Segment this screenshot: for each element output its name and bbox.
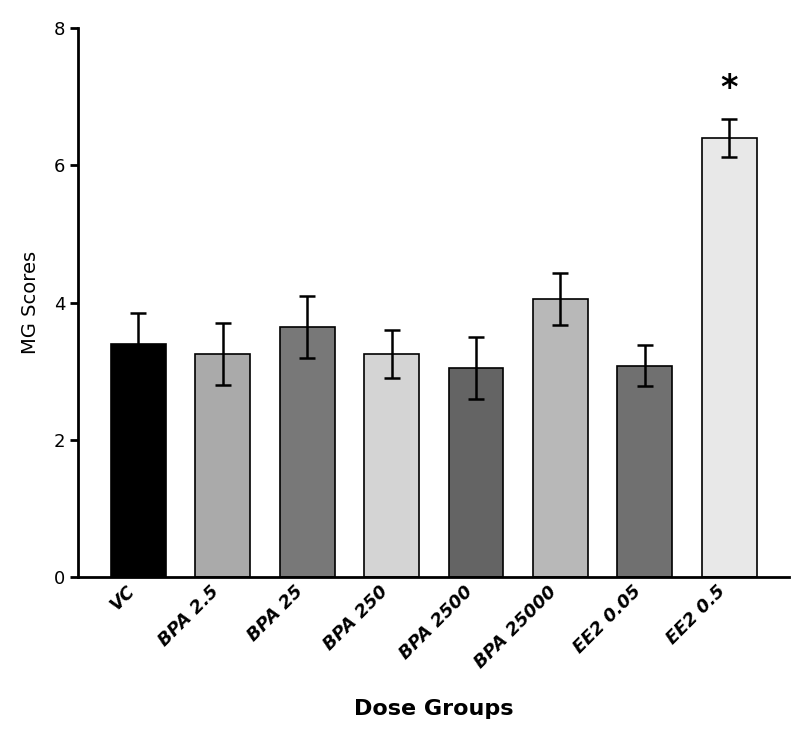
- Bar: [449, 368, 504, 577]
- X-axis label: Dose Groups: Dose Groups: [354, 699, 514, 719]
- Text: *: *: [721, 72, 738, 105]
- Bar: [279, 326, 335, 577]
- Bar: [364, 354, 419, 577]
- Bar: [111, 344, 165, 577]
- Bar: [702, 138, 757, 577]
- Bar: [617, 366, 672, 577]
- Bar: [195, 354, 250, 577]
- Y-axis label: MG Scores: MG Scores: [21, 251, 40, 354]
- Bar: [533, 299, 588, 577]
